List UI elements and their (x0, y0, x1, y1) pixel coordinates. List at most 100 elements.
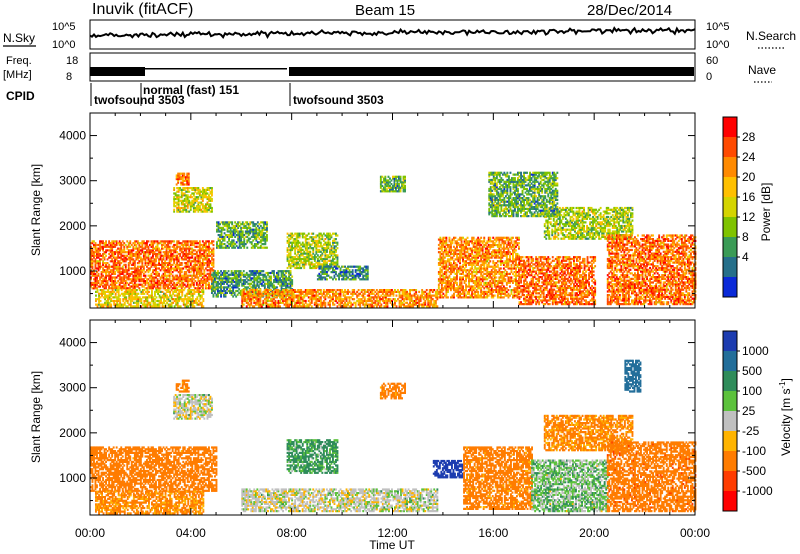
power-cell-r4 (234, 228, 237, 231)
power-cell-r1 (167, 305, 170, 308)
power-cell-r5 (217, 282, 219, 285)
power-cell-r2 (206, 187, 209, 190)
power-cell-r9 (389, 181, 391, 184)
power-cell-r6 (280, 292, 283, 295)
power-cell-r8 (351, 276, 354, 279)
power-cell-r7 (301, 241, 304, 244)
power-cell-r6 (241, 305, 244, 308)
power-cell-r0 (126, 254, 129, 257)
power-cell-r4 (234, 224, 237, 228)
power-cell-r1 (99, 292, 102, 295)
power-cell-r6 (341, 298, 343, 301)
power-cell-r0 (142, 280, 145, 283)
power-cell-r6 (369, 305, 372, 308)
power-cell-r0 (162, 272, 165, 275)
power-cell-r1 (108, 305, 111, 308)
power-cell-r1 (148, 294, 150, 297)
power-cell-r6 (433, 299, 436, 303)
power-cell-r2 (206, 188, 209, 191)
power-cell-r6 (313, 296, 316, 299)
power-cell-r9 (396, 186, 399, 189)
power-cell-r6 (301, 305, 304, 308)
power-cell-r5 (229, 284, 231, 287)
power-cell-r3 (186, 183, 189, 186)
power-cell-r5 (230, 270, 233, 273)
power-cell-r5 (279, 270, 281, 273)
power-cell-r0 (106, 271, 109, 274)
power-cell-r4 (238, 224, 241, 228)
power-cell-r4 (216, 243, 218, 246)
power-cell-r6 (386, 298, 389, 301)
power-cell-r5 (276, 286, 278, 289)
power-cell-r1 (102, 289, 105, 292)
power-cell-r7 (289, 250, 292, 253)
power-cell-r3 (178, 178, 181, 181)
power-cell-r8 (318, 276, 321, 279)
power-cell-r0 (179, 276, 182, 279)
power-cell-r4 (249, 228, 252, 231)
power-cell-r2 (194, 201, 197, 204)
power-cell-r7 (295, 234, 298, 237)
power-cell-r2 (197, 187, 200, 190)
power-cell-r0 (174, 267, 177, 270)
power-cell-r0 (133, 240, 136, 243)
power-cell-r10 (440, 285, 443, 288)
power-cell-r4 (259, 239, 262, 242)
power-cell-r0 (135, 283, 138, 286)
power-cell-r9 (379, 186, 382, 189)
power-cell-r8 (318, 267, 321, 270)
power-cell-r6 (291, 290, 294, 293)
power-cell-r5 (247, 275, 250, 278)
power-cell-r6 (316, 305, 319, 308)
power-cell-r8 (351, 278, 354, 281)
power-cell-r5 (256, 282, 259, 285)
power-cell-r1 (132, 289, 135, 292)
power-cell-r0 (195, 287, 198, 290)
power-cell-r1 (125, 299, 128, 303)
power-cell-r7 (304, 241, 307, 244)
power-cell-r0 (150, 287, 153, 290)
power-cell-r1 (163, 292, 165, 295)
power-cell-r6 (378, 298, 381, 301)
power-cell-r3 (178, 172, 181, 175)
power-cell-r7 (333, 261, 336, 264)
power-cell-r1 (202, 298, 205, 301)
power-cell-r1 (99, 305, 102, 308)
power-cell-r6 (389, 299, 392, 303)
power-cell-r6 (276, 289, 278, 292)
power-cell-r10 (440, 238, 443, 241)
power-cell-r4 (255, 234, 258, 237)
power-cell-r1 (167, 290, 170, 293)
power-cell-r1 (179, 298, 182, 301)
power-cell-r2 (177, 196, 180, 199)
power-cell-r5 (235, 280, 238, 284)
power-cell-r0 (192, 263, 195, 266)
power-cell-r6 (333, 299, 336, 303)
power-cell-r1 (145, 303, 147, 306)
power-cell-r1 (187, 301, 190, 304)
power-cell-r0 (94, 287, 97, 290)
power-cell-r7 (295, 232, 298, 235)
power-cell-r6 (428, 301, 431, 304)
power-cell-r0 (129, 245, 132, 248)
power-cell-r6 (384, 294, 387, 297)
power-cell-r7 (289, 234, 292, 237)
power-cell-r0 (112, 265, 115, 268)
power-cell-r0 (144, 251, 147, 254)
power-cell-r10 (440, 243, 443, 247)
power-cell-r1 (134, 296, 137, 299)
power-cell-r2 (204, 196, 207, 199)
power-cell-r0 (189, 247, 192, 250)
power-cell-r6 (347, 289, 349, 292)
power-cell-r10 (442, 236, 445, 239)
power-cell-r7 (286, 250, 289, 253)
power-cell-r6 (372, 292, 375, 295)
power-cell-r5 (242, 279, 245, 282)
power-cell-r0 (124, 274, 127, 277)
power-cell-r4 (217, 224, 220, 228)
power-cell-r6 (342, 292, 345, 295)
power-cell-r3 (181, 174, 184, 177)
power-cell-r7 (324, 247, 327, 250)
power-cell-r6 (271, 305, 274, 308)
power-cell-r10 (440, 274, 443, 277)
